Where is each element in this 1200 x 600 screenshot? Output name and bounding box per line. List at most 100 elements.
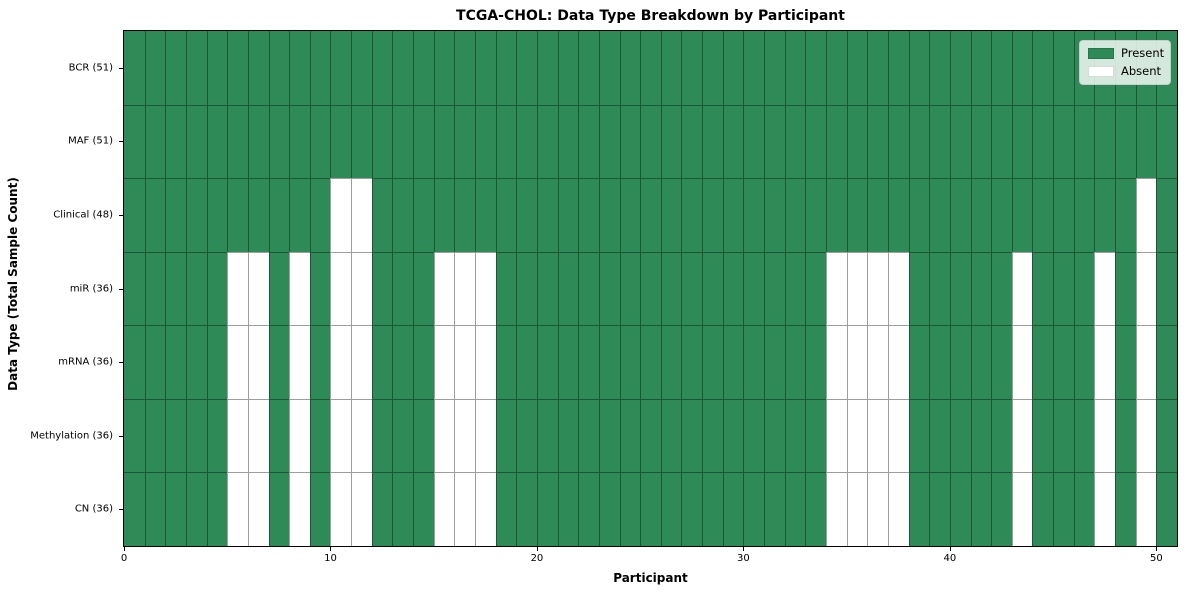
heatmap-cell-Methylation-p40: [949, 398, 971, 473]
heatmap-cell-CN-p22: [578, 472, 599, 546]
heatmap-cell-BCR-p31: [764, 31, 785, 105]
heatmap-cell-Methylation-p34: [825, 398, 847, 473]
heatmap-cell-Clinical-p25: [640, 178, 661, 252]
heatmap-cell-Methylation-p6: [247, 398, 269, 473]
heatmap-cell-BCR-p25: [640, 31, 661, 105]
heatmap-cell-BCR-p38: [908, 31, 930, 105]
heatmap-cell-miR-p6: [247, 251, 269, 326]
y-tick-mark-BCR: [119, 67, 123, 69]
heatmap-cell-Methylation-p38: [908, 398, 930, 473]
heatmap-cell-Clinical-p2: [165, 178, 186, 252]
heatmap-cell-Clinical-p12: [371, 178, 393, 252]
heatmap-cell-Clinical-p45: [1053, 178, 1074, 252]
heatmap-cell-MAF-p24: [619, 104, 641, 179]
heatmap-cell-CN-p16: [454, 472, 475, 546]
heatmap-cell-CN-p13: [392, 472, 414, 546]
heatmap-cell-miR-p4: [206, 251, 228, 326]
heatmap-cell-Clinical-p40: [949, 178, 971, 252]
heatmap-cell-CN-p18: [495, 472, 517, 546]
heatmap-cell-miR-p43: [1011, 251, 1033, 326]
heatmap-cell-BCR-p28: [702, 31, 723, 105]
heatmap-cell-Clinical-p6: [247, 178, 269, 252]
heatmap-cell-Methylation-p30: [743, 398, 765, 473]
heatmap-cell-MAF-p1: [144, 104, 166, 179]
heatmap-cell-BCR-p15: [433, 31, 455, 105]
heatmap-cell-CN-p12: [371, 472, 393, 546]
heatmap-cell-MAF-p8: [289, 104, 310, 179]
y-tick-mark-CN: [119, 509, 123, 511]
heatmap-cell-BCR-p17: [474, 31, 496, 105]
heatmap-cell-mRNA-p36: [867, 325, 888, 399]
heatmap-cell-CN-p24: [619, 472, 641, 546]
heatmap-cell-mRNA-p46: [1073, 325, 1095, 399]
heatmap-cell-MAF-p45: [1053, 104, 1074, 179]
heatmap-cell-Methylation-p49: [1135, 398, 1157, 473]
heatmap-cell-mRNA-p16: [454, 325, 475, 399]
y-tick-mark-MAF: [119, 141, 123, 143]
heatmap-cell-miR-p27: [681, 251, 703, 326]
heatmap-cell-BCR-p5: [227, 31, 248, 105]
heatmap-cell-mRNA-p37: [887, 325, 909, 399]
heatmap-cell-Clinical-p28: [702, 178, 723, 252]
heatmap-cell-MAF-p3: [185, 104, 207, 179]
heatmap-cell-miR-p50: [1156, 251, 1177, 326]
heatmap-cell-Clinical-p27: [681, 178, 703, 252]
heatmap-cell-CN-p32: [784, 472, 806, 546]
heatmap-cell-MAF-p13: [392, 104, 414, 179]
heatmap-cell-BCR-p26: [660, 31, 682, 105]
heatmap-cell-Clinical-p3: [185, 178, 207, 252]
heatmap-cell-Clinical-p23: [598, 178, 620, 252]
heatmap-cell-mRNA-p18: [495, 325, 517, 399]
heatmap-cell-MAF-p35: [846, 104, 868, 179]
heatmap-cell-MAF-p5: [227, 104, 248, 179]
heatmap-cell-MAF-p12: [371, 104, 393, 179]
heatmap-cell-miR-p11: [351, 251, 372, 326]
heatmap-cell-BCR-p12: [371, 31, 393, 105]
heatmap-cell-Clinical-p10: [330, 178, 352, 252]
heatmap-cell-BCR-p35: [846, 31, 868, 105]
heatmap-cell-Methylation-p20: [536, 398, 558, 473]
heatmap-cell-mRNA-p2: [165, 325, 186, 399]
heatmap-cell-Methylation-p7: [268, 398, 290, 473]
heatmap-cell-BCR-p29: [722, 31, 744, 105]
y-tick-label-BCR: BCR (51): [68, 62, 113, 74]
heatmap-cell-miR-p5: [227, 251, 248, 326]
x-tick-mark-40: [949, 547, 951, 551]
heatmap-cell-MAF-p4: [206, 104, 228, 179]
heatmap-cell-mRNA-p14: [413, 325, 434, 399]
heatmap-cell-Clinical-p24: [619, 178, 641, 252]
heatmap-cell-BCR-p13: [392, 31, 414, 105]
heatmap-cell-Clinical-p48: [1115, 178, 1136, 252]
heatmap-cell-miR-p35: [846, 251, 868, 326]
heatmap-cell-miR-p40: [949, 251, 971, 326]
heatmap-cell-Clinical-p9: [309, 178, 331, 252]
heatmap-cell-mRNA-p23: [598, 325, 620, 399]
heatmap-cell-MAF-p32: [784, 104, 806, 179]
x-tick-label-40: 40: [943, 553, 957, 564]
heatmap-cell-MAF-p46: [1073, 104, 1095, 179]
heatmap-cell-BCR-p3: [185, 31, 207, 105]
heatmap-cell-Methylation-p8: [289, 398, 310, 473]
heatmap-cell-mRNA-p40: [949, 325, 971, 399]
heatmap-cell-BCR-p6: [247, 31, 269, 105]
heatmap-cell-miR-p29: [722, 251, 744, 326]
heatmap-cell-MAF-p22: [578, 104, 599, 179]
heatmap-cell-miR-p39: [929, 251, 950, 326]
heatmap-cell-miR-p44: [1032, 251, 1054, 326]
heatmap-cell-mRNA-p15: [433, 325, 455, 399]
heatmap-cell-CN-p47: [1094, 472, 1116, 546]
heatmap-cell-CN-p8: [289, 472, 310, 546]
heatmap-cell-MAF-p48: [1115, 104, 1136, 179]
x-tick-mark-0: [124, 547, 125, 551]
heatmap-cell-CN-p36: [867, 472, 888, 546]
heatmap-cell-CN-p2: [165, 472, 186, 546]
heatmap-cell-CN-p14: [413, 472, 434, 546]
heatmap-cell-miR-p18: [495, 251, 517, 326]
heatmap-cell-miR-p28: [702, 251, 723, 326]
heatmap-cell-mRNA-p9: [309, 325, 331, 399]
heatmap-cell-CN-p0: [124, 472, 145, 546]
heatmap-cell-MAF-p10: [330, 104, 352, 179]
heatmap-cell-Clinical-p50: [1156, 178, 1177, 252]
heatmap-cell-Methylation-p5: [227, 398, 248, 473]
